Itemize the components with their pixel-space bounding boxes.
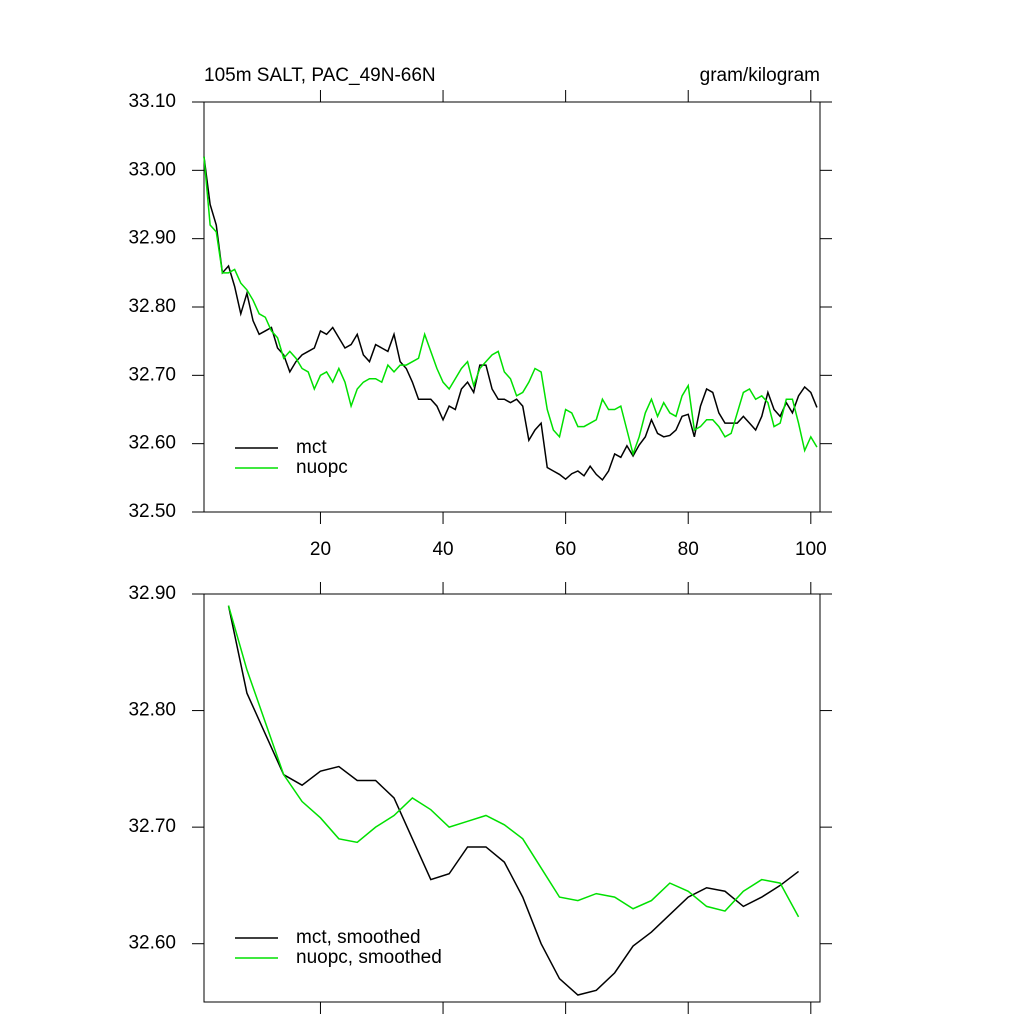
x-tick-label: 20 (310, 539, 331, 560)
y-tick-label: 33.10 (128, 91, 176, 112)
data-line (227, 605, 800, 996)
data-line (203, 156, 818, 457)
data-line (203, 156, 818, 482)
x-tick-label: 40 (432, 539, 453, 560)
x-tick-label: 80 (678, 539, 699, 560)
x-tick-label: 100 (795, 539, 827, 560)
units-label: gram/kilogram (700, 65, 820, 86)
y-tick-label: 32.80 (128, 296, 176, 317)
legend-label: nuopc (296, 457, 348, 478)
x-tick-label: 60 (555, 539, 576, 560)
y-tick-label: 33.00 (128, 159, 176, 180)
y-tick-label: 32.70 (128, 816, 176, 837)
data-line (227, 605, 800, 918)
plot-frame (203, 593, 821, 1003)
y-tick-label: 32.50 (128, 501, 176, 522)
y-tick-label: 32.60 (128, 433, 176, 454)
y-tick-label: 32.70 (128, 364, 176, 385)
y-tick-label: 32.60 (128, 933, 176, 954)
legend-label: nuopc, smoothed (296, 947, 442, 968)
y-tick-label: 32.80 (128, 700, 176, 721)
chart-title: 105m SALT, PAC_49N-66N (204, 65, 436, 86)
y-tick-label: 32.90 (128, 583, 176, 604)
legend-label: mct, smoothed (296, 927, 421, 948)
y-tick-label: 32.90 (128, 228, 176, 249)
legend-label: mct (296, 437, 327, 458)
